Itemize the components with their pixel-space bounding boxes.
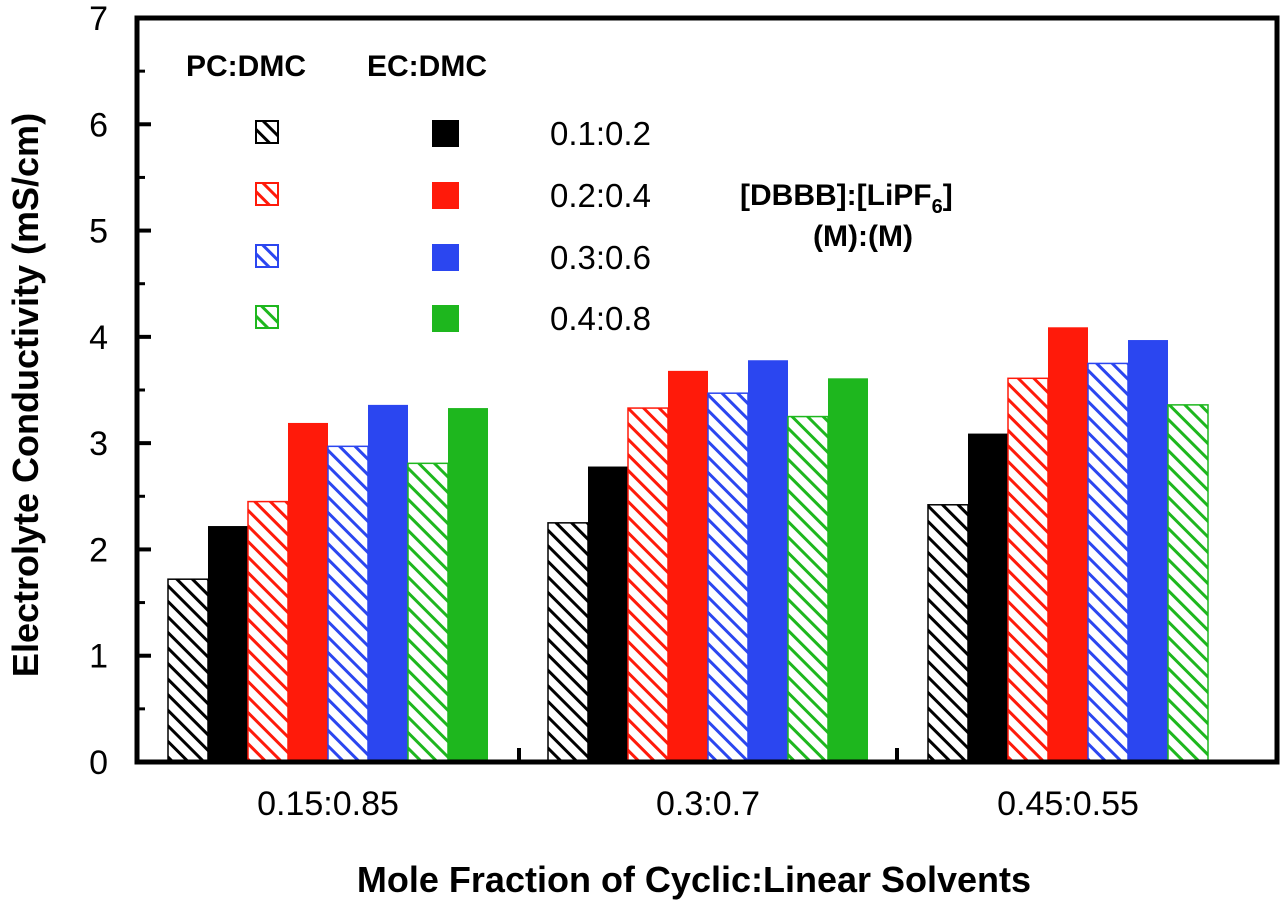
legend-swatch-ec-dmc-0.2:0.4 xyxy=(432,182,459,209)
bar-0.45:0.55-ec-dmc-0.1:0.2 xyxy=(968,433,1008,762)
legend-ratio-label: 0.1:0.2 xyxy=(550,115,651,152)
legend-ratio-label: 0.2:0.4 xyxy=(550,177,651,214)
legend-swatch-pc-dmc-0.2:0.4 xyxy=(255,182,279,206)
bar-0.15:0.85-pc-dmc-0.2:0.4 xyxy=(247,500,289,763)
bar-0.3:0.7-ec-dmc-0.1:0.2 xyxy=(588,466,628,762)
bar-0.15:0.85-pc-dmc-0.3:0.6 xyxy=(327,445,369,763)
legend-swatch-pc-dmc-0.3:0.6 xyxy=(255,244,279,268)
y-tick-label: 6 xyxy=(89,106,108,144)
y-tick-label: 0 xyxy=(89,744,108,782)
x-tick-label: 0.15:0.85 xyxy=(257,785,399,823)
bar-0.3:0.7-ec-dmc-0.4:0.8 xyxy=(828,378,868,762)
bar-0.3:0.7-pc-dmc-0.1:0.2 xyxy=(547,522,589,763)
axes-frame xyxy=(134,15,1280,765)
bar-0.45:0.55-pc-dmc-0.3:0.6 xyxy=(1087,362,1129,763)
bar-0.15:0.85-pc-dmc-0.1:0.2 xyxy=(167,578,209,763)
y-tick-label: 4 xyxy=(89,319,108,357)
x-axis-title: Mole Fraction of Cyclic:Linear Solvents xyxy=(357,859,1031,900)
bar-0.15:0.85-ec-dmc-0.4:0.8 xyxy=(448,408,488,762)
y-tick-label: 2 xyxy=(89,531,108,569)
legend-swatch-ec-dmc-0.3:0.6 xyxy=(432,244,459,271)
bar-0.45:0.55-pc-dmc-0.4:0.8 xyxy=(1167,404,1209,763)
legend: PC:DMC EC:DMC 0.1:0.2 0.2:0.4 0.3:0.6 0.4:0… xyxy=(186,50,651,337)
bar-0.15:0.85-ec-dmc-0.2:0.4 xyxy=(288,422,328,762)
bar-0.45:0.55-ec-dmc-0.3:0.6 xyxy=(1128,340,1168,762)
bar-0.3:0.7-ec-dmc-0.3:0.6 xyxy=(748,360,788,762)
legend-header-ec-dmc: EC:DMC xyxy=(367,50,487,83)
y-tick-labels: 0 1 2 3 4 5 6 7 xyxy=(89,0,108,782)
legend-swatch-pc-dmc-0.1:0.2 xyxy=(255,120,279,144)
bar-0.15:0.85-ec-dmc-0.1:0.2 xyxy=(208,526,248,762)
x-tick-label: 0.3:0.7 xyxy=(656,785,760,823)
legend-ratio-label: 0.4:0.8 xyxy=(550,300,651,337)
bar-0.45:0.55-pc-dmc-0.2:0.4 xyxy=(1007,377,1049,763)
ratio-annotation-line2: (M):(M) xyxy=(813,220,913,253)
bar-0.15:0.85-ec-dmc-0.3:0.6 xyxy=(368,404,408,762)
bar-0.45:0.55-pc-dmc-0.1:0.2 xyxy=(927,504,969,763)
bar-group xyxy=(167,327,1209,763)
y-tick-label: 3 xyxy=(89,425,108,463)
legend-rows: 0.1:0.2 0.2:0.4 0.3:0.6 0.4:0.8 xyxy=(255,115,651,337)
bar-0.45:0.55-ec-dmc-0.2:0.4 xyxy=(1048,327,1088,762)
legend-header-pc-dmc: PC:DMC xyxy=(186,50,306,83)
bar-0.15:0.85-pc-dmc-0.4:0.8 xyxy=(407,462,449,763)
y-tick-label: 1 xyxy=(89,638,108,676)
y-axis-title: Electrolyte Conductivity (mS/cm) xyxy=(5,113,46,677)
bar-0.3:0.7-pc-dmc-0.4:0.8 xyxy=(787,415,829,763)
ratio-annotation-line1: [DBBB]:[LiPF6] xyxy=(740,179,953,218)
legend-swatch-ec-dmc-0.1:0.2 xyxy=(432,120,459,147)
bar-0.3:0.7-ec-dmc-0.2:0.4 xyxy=(668,370,708,762)
y-tick-label: 7 xyxy=(89,0,108,38)
legend-swatch-pc-dmc-0.4:0.8 xyxy=(255,305,279,329)
legend-swatch-ec-dmc-0.4:0.8 xyxy=(432,305,459,332)
x-tick-labels: 0.15:0.85 0.3:0.7 0.45:0.55 xyxy=(257,785,1139,823)
legend-ratio-label: 0.3:0.6 xyxy=(550,239,651,276)
bar-0.3:0.7-pc-dmc-0.2:0.4 xyxy=(627,407,669,763)
x-tick-label: 0.45:0.55 xyxy=(997,785,1139,823)
y-tick-label: 5 xyxy=(89,213,108,251)
bar-0.3:0.7-pc-dmc-0.3:0.6 xyxy=(707,392,749,763)
